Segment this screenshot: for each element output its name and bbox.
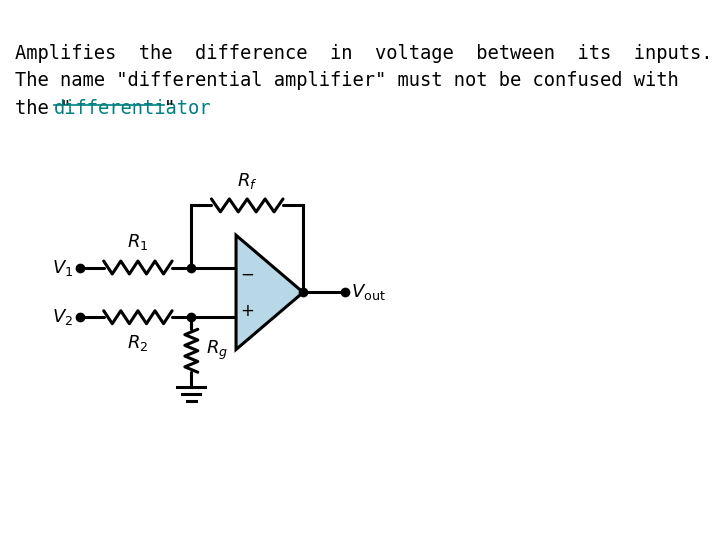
Text: $V_2$: $V_2$	[53, 307, 73, 327]
Text: $V_{\rm out}$: $V_{\rm out}$	[351, 282, 386, 302]
Polygon shape	[236, 235, 303, 349]
Text: $R_f$: $R_f$	[237, 172, 258, 192]
Text: The name "differential amplifier" must not be confused with: The name "differential amplifier" must n…	[15, 71, 679, 90]
Text: $-$: $-$	[240, 265, 254, 282]
Text: $R_1$: $R_1$	[127, 232, 148, 252]
Text: ": "	[164, 99, 176, 118]
Text: $V_1$: $V_1$	[53, 258, 73, 278]
Text: the ": the "	[15, 99, 71, 118]
Text: $+$: $+$	[240, 302, 254, 320]
Text: differentiator: differentiator	[54, 99, 212, 118]
Text: $R_2$: $R_2$	[127, 333, 148, 353]
Text: $R_g$: $R_g$	[206, 339, 228, 362]
Text: Amplifies  the  difference  in  voltage  between  its  inputs.: Amplifies the difference in voltage betw…	[15, 44, 712, 63]
